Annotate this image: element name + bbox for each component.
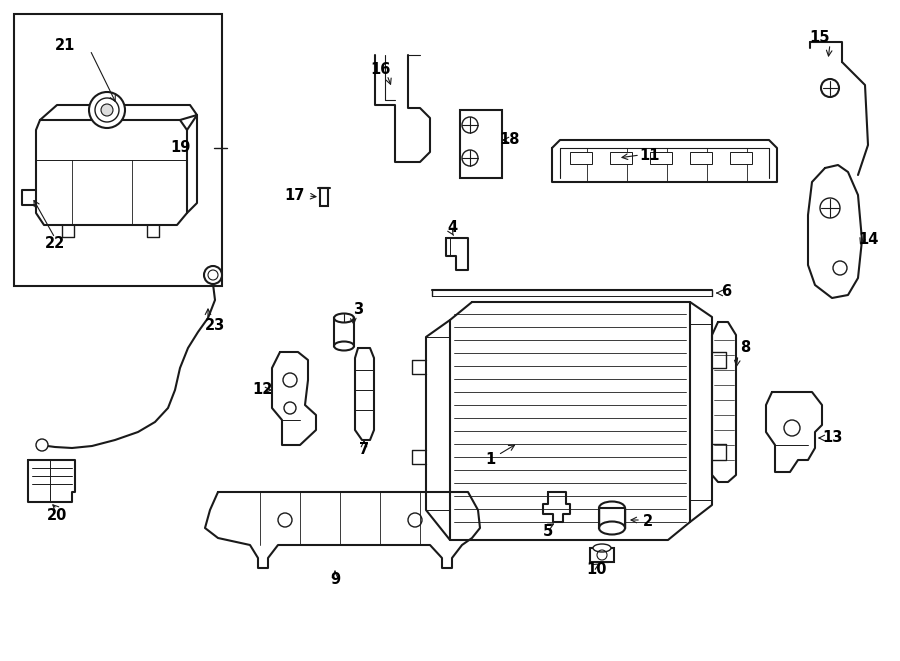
Circle shape [36, 439, 48, 451]
Circle shape [821, 79, 839, 97]
Bar [590, 548, 614, 562]
Circle shape [95, 98, 119, 122]
Bar [690, 152, 712, 164]
Ellipse shape [593, 544, 611, 552]
Text: 22: 22 [45, 237, 65, 251]
Bar [570, 152, 592, 164]
Text: 4: 4 [447, 221, 457, 235]
Bar [334, 318, 354, 346]
Text: 9: 9 [330, 572, 340, 588]
Text: 5: 5 [543, 524, 553, 539]
Text: 10: 10 [587, 563, 608, 578]
Ellipse shape [334, 342, 354, 350]
Bar [610, 152, 632, 164]
Text: 13: 13 [822, 430, 842, 446]
Text: 8: 8 [740, 340, 750, 356]
Text: 7: 7 [359, 442, 369, 457]
Ellipse shape [334, 313, 354, 323]
Circle shape [101, 104, 113, 116]
Text: 11: 11 [640, 149, 661, 163]
Ellipse shape [599, 522, 625, 535]
Text: 20: 20 [47, 508, 68, 522]
Circle shape [204, 266, 222, 284]
Text: 14: 14 [858, 233, 878, 247]
Text: 12: 12 [252, 383, 272, 397]
Text: 16: 16 [370, 63, 391, 77]
Ellipse shape [599, 502, 625, 514]
Circle shape [89, 92, 125, 128]
Text: 17: 17 [284, 188, 305, 204]
Bar [650, 152, 672, 164]
Bar [599, 508, 625, 528]
Bar [460, 110, 502, 178]
Bar [14, 14, 222, 286]
Text: 23: 23 [205, 317, 225, 332]
Text: 15: 15 [810, 30, 830, 46]
Text: 1: 1 [485, 453, 495, 467]
Text: 21: 21 [55, 38, 76, 54]
Bar [320, 188, 328, 206]
Text: 3: 3 [353, 303, 363, 317]
Text: 19: 19 [171, 141, 191, 155]
Text: 18: 18 [500, 132, 520, 147]
Text: 2: 2 [643, 514, 653, 529]
Text: 6: 6 [721, 284, 731, 299]
Bar [730, 152, 752, 164]
